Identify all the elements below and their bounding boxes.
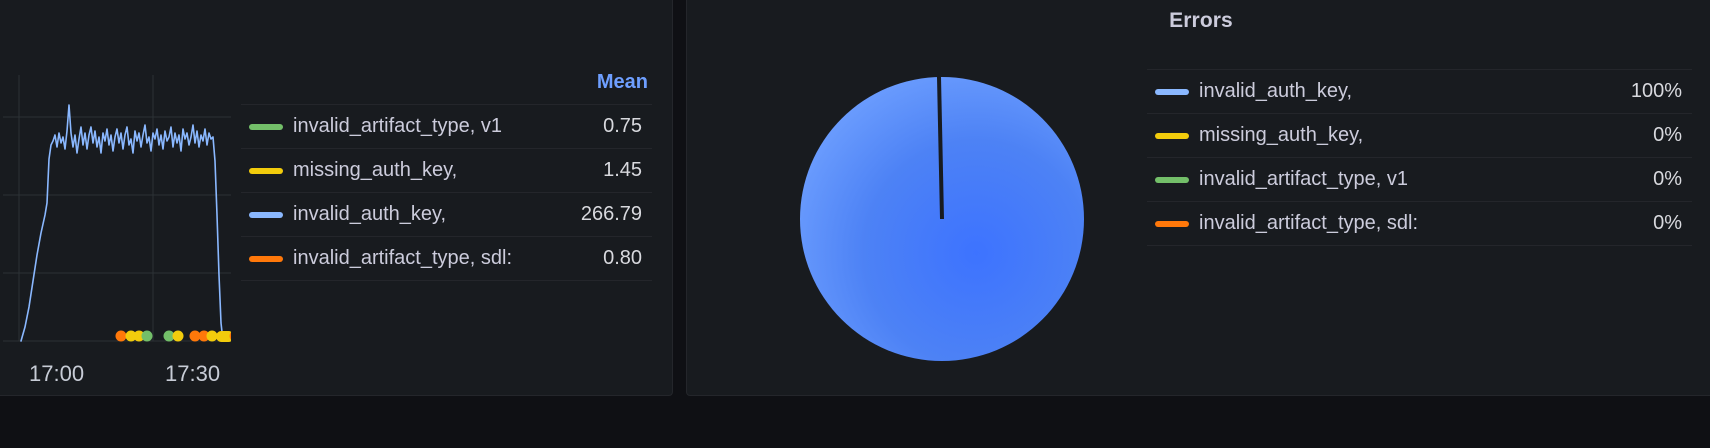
legend-header-mean[interactable]: Mean: [596, 71, 649, 93]
series-color-swatch-icon[interactable]: [1155, 176, 1189, 183]
legend-series-label[interactable]: invalid_artifact_type, sdl:: [1195, 201, 1566, 246]
legend-row[interactable]: missing_auth_key, 0%: [1147, 113, 1692, 158]
legend-series-label[interactable]: invalid_artifact_type, sdl:: [289, 236, 543, 281]
series-color-swatch-icon[interactable]: [249, 123, 283, 130]
scatter-baseline-points: [115, 330, 231, 342]
series-color-swatch-icon[interactable]: [249, 211, 283, 218]
series-color-swatch-icon[interactable]: [1155, 220, 1189, 227]
legend-series-label[interactable]: invalid_auth_key,: [289, 192, 543, 237]
legend-swatch-cell: [241, 104, 289, 149]
timeseries-xaxis: 17:00 17:30: [3, 361, 253, 391]
legend-series-label[interactable]: missing_auth_key,: [1195, 113, 1566, 158]
legend-row[interactable]: missing_auth_key, 1.45: [241, 148, 653, 193]
legend-swatch-cell: [1147, 157, 1195, 202]
series-color-swatch-icon[interactable]: [1155, 132, 1189, 139]
legend-series-value: 0%: [1565, 157, 1692, 202]
legend-swatch-cell: [1147, 201, 1195, 246]
series-color-swatch-icon[interactable]: [249, 255, 283, 262]
legend-row[interactable]: invalid_artifact_type, v1 0.75: [241, 104, 653, 149]
legend-series-value: 0%: [1565, 113, 1692, 158]
timeseries-legend[interactable]: Mean invalid_artifact_type, v1 0.75: [241, 71, 653, 281]
legend-row[interactable]: invalid_auth_key, 100%: [1147, 69, 1692, 114]
timeseries-plot[interactable]: [3, 75, 231, 355]
legend-row[interactable]: invalid_artifact_type, sdl: 0.80: [241, 236, 653, 281]
legend-swatch-cell: [241, 148, 289, 193]
grid-lines: [3, 75, 231, 342]
legend-row[interactable]: invalid_artifact_type, sdl: 0%: [1147, 201, 1692, 246]
pie-panel[interactable]: Errors: [686, 0, 1710, 396]
pie-slice-divider: [937, 76, 944, 220]
timeseries-svg: [3, 75, 231, 342]
legend-swatch-cell: [1147, 113, 1195, 158]
xaxis-tick-0: 17:00: [29, 361, 85, 386]
legend-header-row: Mean: [241, 71, 652, 105]
legend-series-value: 266.79: [542, 192, 653, 237]
legend-series-label[interactable]: missing_auth_key,: [289, 148, 543, 193]
legend-header-label: [289, 71, 542, 105]
timeseries-body: 17:00 17:30 Mean in: [0, 0, 672, 395]
pie-legend[interactable]: invalid_auth_key, 100% missing_auth_key,…: [1147, 69, 1692, 246]
legend-header-swatch: [241, 71, 289, 105]
pie-svg: [800, 76, 1084, 361]
series-color-swatch-icon[interactable]: [1155, 88, 1189, 95]
legend-series-value: 1.45: [542, 148, 653, 193]
legend-row[interactable]: invalid_auth_key, 266.79: [241, 192, 653, 237]
legend-series-value: 0.80: [542, 236, 653, 281]
xaxis-tick-1: 17:30: [165, 361, 221, 386]
series-invalid-auth-key: [20, 104, 224, 342]
legend-row[interactable]: invalid_artifact_type, v1 0%: [1147, 157, 1692, 202]
legend-swatch-cell: [241, 236, 289, 281]
legend-series-label[interactable]: invalid_artifact_type, v1: [1195, 157, 1566, 202]
legend-swatch-cell: [1147, 69, 1195, 114]
timeseries-panel[interactable]: 17:00 17:30 Mean in: [0, 0, 673, 396]
legend-series-value: 0%: [1565, 201, 1692, 246]
series-color-swatch-icon[interactable]: [249, 167, 283, 174]
pie-chart[interactable]: [777, 51, 1107, 381]
legend-series-value: 100%: [1565, 69, 1692, 114]
legend-swatch-cell: [241, 192, 289, 237]
legend-series-label[interactable]: invalid_auth_key,: [1195, 69, 1566, 114]
legend-series-label[interactable]: invalid_artifact_type, v1: [289, 104, 543, 149]
legend-series-value: 0.75: [542, 104, 653, 149]
pie-panel-title: Errors: [1169, 9, 1233, 32]
